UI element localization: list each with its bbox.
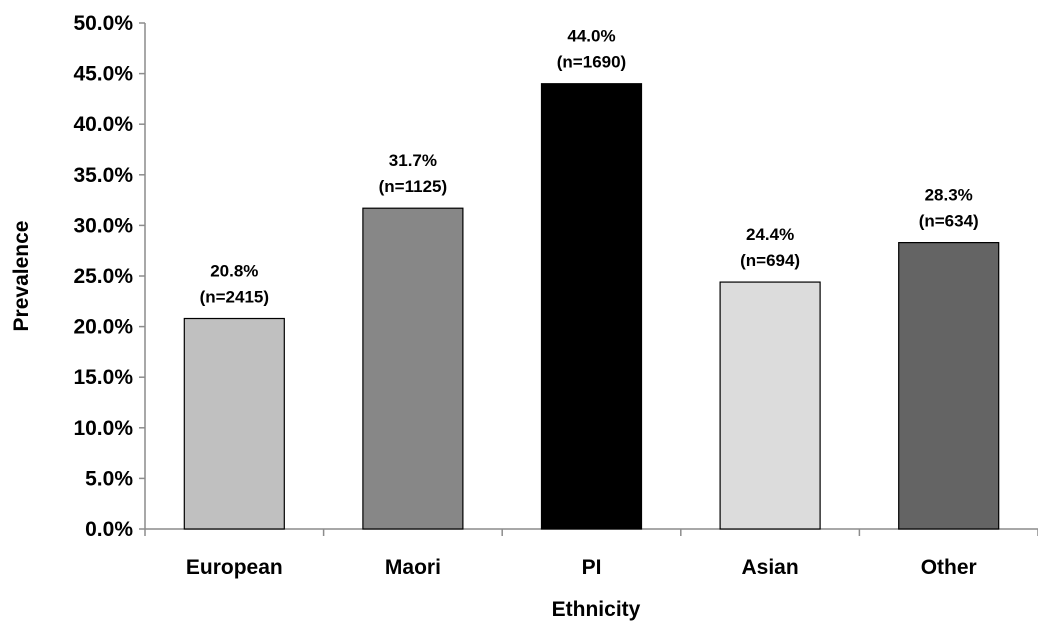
y-tick-label: 25.0%	[73, 265, 133, 288]
data-label-value: 20.8%	[210, 262, 258, 281]
y-tick-label: 20.0%	[73, 316, 133, 339]
data-label-count: (n=2415)	[200, 288, 269, 307]
y-tick-label: 0.0%	[85, 518, 133, 541]
y-tick-label: 10.0%	[73, 417, 133, 440]
bar-maori	[362, 207, 464, 530]
x-category-label: Maori	[385, 556, 441, 579]
data-label-value: 24.4%	[746, 225, 794, 244]
data-label-count: (n=1690)	[557, 53, 626, 72]
data-label-value: 28.3%	[925, 186, 973, 205]
x-category-label: PI	[582, 556, 602, 579]
x-category-label: Other	[921, 556, 977, 579]
y-tick-label: 35.0%	[73, 164, 133, 187]
axes-group: 0.0% 5.0% 10.0% 15.0% 20.0% 25.0% 30.0% 35.0% 40…	[73, 12, 1038, 541]
y-axis-title: Prevalence	[10, 221, 33, 332]
x-category-label: European	[186, 556, 283, 579]
x-axis-title: Ethnicity	[552, 598, 641, 621]
data-label-value: 31.7%	[389, 151, 437, 170]
data-label-value: 44.0%	[567, 27, 615, 46]
bars-group	[183, 83, 1000, 530]
bar-asian	[719, 281, 821, 530]
y-tick-label: 5.0%	[85, 467, 133, 490]
y-tick-label: 30.0%	[73, 214, 133, 237]
bar-pi	[540, 83, 643, 530]
x-category-label: Asian	[742, 556, 799, 579]
bar-other	[898, 242, 1000, 530]
labels-group: European 20.8% (n=2415) Maori 31.7% (n=1125) P…	[186, 27, 979, 579]
y-tick-label: 15.0%	[73, 366, 133, 389]
bar-european	[183, 317, 285, 530]
data-label-count: (n=634)	[919, 212, 979, 231]
y-tick-label: 50.0%	[73, 12, 133, 35]
y-tick-label: 45.0%	[73, 63, 133, 86]
y-tick-label: 40.0%	[73, 113, 133, 136]
data-label-count: (n=694)	[740, 251, 800, 270]
data-label-count: (n=1125)	[379, 177, 448, 196]
